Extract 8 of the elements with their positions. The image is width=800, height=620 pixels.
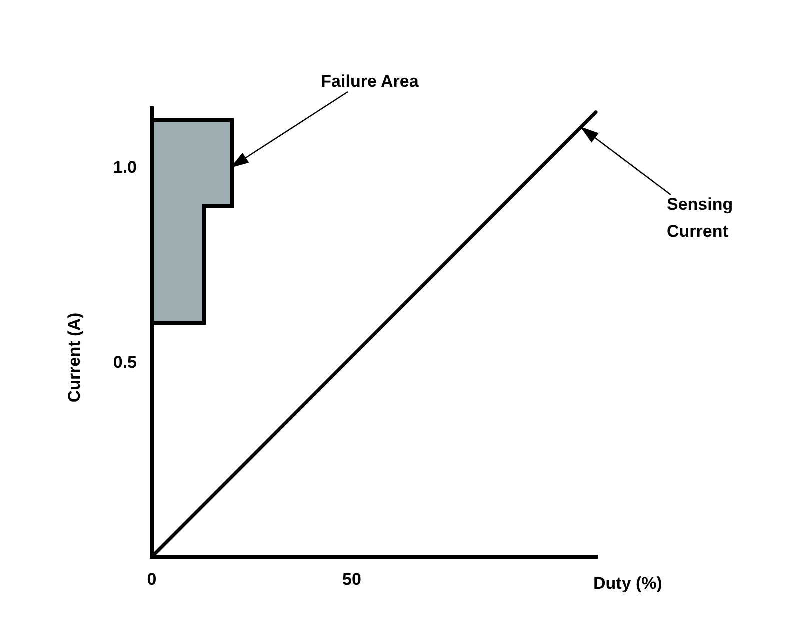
annotation: Sensing Current (667, 195, 734, 241)
x-axis-title: Duty (%) (594, 574, 662, 593)
y-axis-title: Current (A) (65, 312, 84, 403)
x-tick-label: 0 (147, 570, 157, 589)
y-tick-label: 1.0 (113, 158, 137, 177)
y-tick-label: 0.5 (113, 352, 137, 372)
annotation: Failure Area (321, 72, 420, 91)
x-tick-label: 50 (342, 570, 362, 589)
